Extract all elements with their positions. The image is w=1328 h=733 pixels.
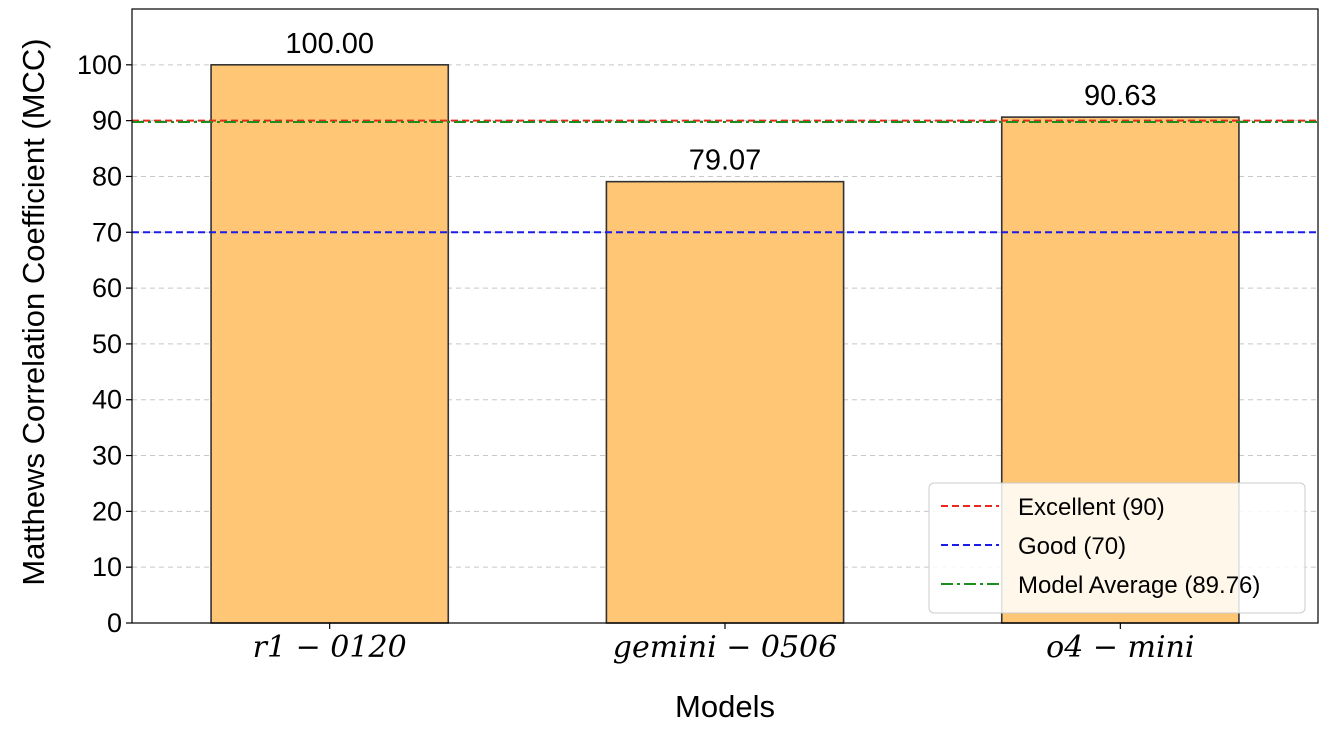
y-axis-ticks: 0 10 20 30 40 50 60 70 80 90 100 bbox=[77, 50, 132, 638]
y-tick-label: 70 bbox=[92, 217, 122, 247]
legend: Excellent (90) Good (70) Model Average (89… bbox=[928, 482, 1306, 614]
y-axis-label: Matthews Correlation Coefficient (MCC) bbox=[16, 38, 51, 585]
legend-box bbox=[928, 482, 1306, 614]
bar-value-label: 90.63 bbox=[1084, 80, 1157, 112]
legend-label: Model Average (89.76) bbox=[1018, 572, 1260, 599]
x-tick-label: r1 − 0120 bbox=[253, 630, 407, 665]
bar bbox=[605, 180, 845, 624]
x-axis-label: Models bbox=[675, 689, 775, 724]
y-tick-label: 80 bbox=[92, 161, 122, 191]
x-tick-label: o4 − mini bbox=[1046, 630, 1194, 665]
y-tick-label: 90 bbox=[92, 106, 122, 136]
y-tick-label: 50 bbox=[92, 329, 122, 359]
y-tick-label: 10 bbox=[92, 552, 122, 582]
x-tick-label: gemini − 0506 bbox=[613, 630, 837, 665]
x-axis-ticks: r1 − 0120 gemini − 0506 o4 − mini bbox=[253, 623, 1194, 665]
bar-value-label: 79.07 bbox=[689, 145, 762, 177]
legend-label: Good (70) bbox=[1018, 533, 1126, 560]
y-tick-label: 20 bbox=[92, 496, 122, 526]
data-labels: 100.00 79.07 90.63 bbox=[285, 28, 1156, 177]
y-tick-label: 40 bbox=[92, 385, 122, 415]
y-tick-label: 100 bbox=[77, 50, 122, 80]
bars bbox=[210, 64, 1240, 624]
bar-value-label: 100.00 bbox=[285, 28, 374, 60]
reference-lines bbox=[132, 119, 1318, 234]
legend-label: Excellent (90) bbox=[1018, 494, 1165, 521]
y-tick-label: 30 bbox=[92, 441, 122, 471]
y-tick-label: 0 bbox=[107, 608, 122, 638]
bar bbox=[210, 64, 450, 624]
y-tick-label: 60 bbox=[92, 273, 122, 303]
